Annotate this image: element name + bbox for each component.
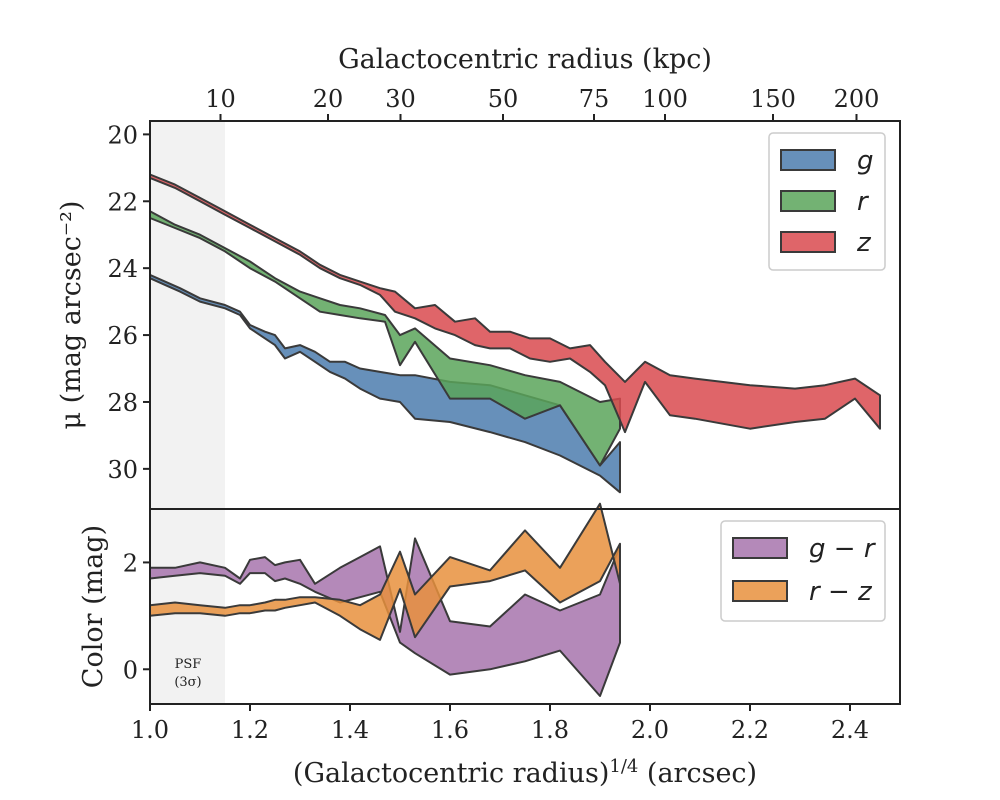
x-axis-label: (Galactocentric radius)1/4 (arcsec) [293, 756, 757, 789]
color-y-ticks: 02 [123, 549, 150, 684]
color-series [149, 502, 621, 697]
mu-legend-swatch-r [780, 190, 836, 212]
x-tick-label: 1.4 [331, 716, 369, 744]
mu-legend-swatch-z [780, 231, 836, 253]
y-tick-label: 30 [107, 456, 138, 484]
top-x-tick-label: 100 [642, 85, 688, 113]
mu-legend-label-g: g [857, 146, 874, 176]
y-tick-label: 22 [107, 188, 138, 216]
x-axis-label-exponent: 1/4 [609, 756, 638, 777]
top-kpc-axis-ticks: 10 20 30 50 75 100 150 200 [205, 85, 879, 121]
mu-band-z [149, 173, 881, 434]
color-axes-frame [149, 508, 901, 705]
mu-legend-label-r: r [857, 187, 870, 217]
color-axis-label: Color (mag) [78, 525, 109, 688]
color-panel: 02 1.0 1.2 1.4 1.6 1.8 2.0 2.2 2.4 (Galactocent… [78, 502, 901, 789]
color-band-r-z [149, 502, 621, 641]
mu-legend-label-z: z [856, 228, 872, 258]
color-y-tick-label: 0 [123, 656, 138, 684]
top-x-tick-label: 50 [488, 85, 519, 113]
surface-brightness-series [149, 173, 881, 494]
surface-brightness-panel: 20 22 24 26 28 30 10 20 30 50 75 100 150 200 Galacto… [56, 44, 901, 510]
x-tick-label: 2.2 [731, 716, 769, 744]
x-tick-label: 1.8 [531, 716, 569, 744]
color-y-tick-label: 2 [123, 549, 138, 577]
x-tick-label: 1.0 [131, 716, 169, 744]
x-tick-label: 2.4 [831, 716, 869, 744]
x-tick-label: 1.6 [431, 716, 469, 744]
top-x-tick-label: 75 [579, 85, 610, 113]
x-tick-label: 2.0 [631, 716, 669, 744]
color-legend: g − r r − z [720, 520, 886, 622]
top-x-tick-label: 150 [750, 85, 796, 113]
color-band-g-r [149, 537, 621, 697]
top-x-tick-label: 10 [205, 85, 236, 113]
psf-annotation-line2: (3σ) [174, 675, 201, 690]
psf-shaded-region [150, 121, 225, 509]
y-tick-label: 26 [107, 322, 138, 350]
top-x-tick-label: 20 [313, 85, 344, 113]
mu-legend-swatch-g [780, 149, 836, 171]
psf-annotation-line1: PSF [175, 657, 202, 672]
x-axis-ticks: 1.0 1.2 1.4 1.6 1.8 2.0 2.2 2.4 [131, 704, 869, 744]
y-tick-label: 24 [107, 255, 138, 283]
color-legend-swatch-r-z [732, 580, 788, 602]
y-tick-label: 28 [107, 389, 138, 417]
x-axis-label-unit: (arcsec) [638, 758, 757, 789]
color-legend-label-g-r: g − r [809, 534, 877, 564]
top-axis-label: Galactocentric radius (kpc) [338, 44, 712, 75]
color-legend-label-r-z: r − z [809, 577, 873, 607]
surface-brightness-y-ticks: 20 22 24 26 28 30 [107, 121, 150, 484]
surface-brightness-legend: grz [768, 132, 886, 271]
mu-band-r [149, 210, 621, 467]
top-x-tick-label: 200 [834, 85, 880, 113]
mu-band-g [149, 273, 621, 494]
top-x-tick-label: 30 [385, 85, 416, 113]
surface-brightness-axis-label: μ (mag arcsec⁻²) [56, 201, 87, 430]
color-legend-swatch-g-r [732, 537, 788, 559]
x-axis-label-main: (Galactocentric radius) [293, 758, 609, 789]
y-tick-label: 20 [107, 121, 138, 149]
x-tick-label: 1.2 [231, 716, 269, 744]
